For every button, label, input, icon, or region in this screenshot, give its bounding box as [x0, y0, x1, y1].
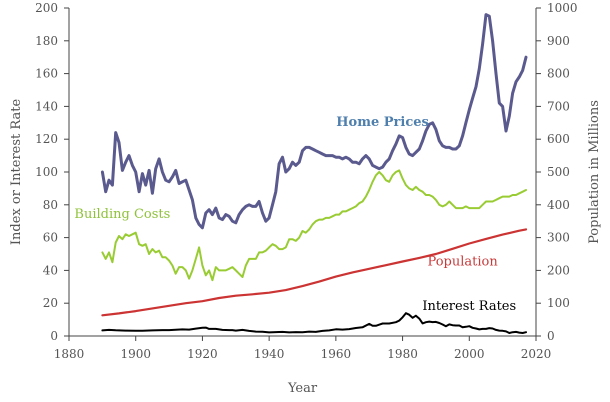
y-right-tick-label: 800 — [547, 67, 570, 81]
y-right-tick-label: 300 — [547, 231, 570, 245]
y-left-tick-label: 20 — [43, 296, 58, 310]
x-tick-label: 1960 — [321, 347, 352, 361]
y-left-tick-label: 60 — [43, 231, 58, 245]
y-left-tick-label: 140 — [35, 99, 58, 113]
series-line-interest-rates — [101, 312, 527, 334]
series-line-building-costs — [101, 169, 527, 282]
x-tick-label: 1940 — [254, 347, 285, 361]
y-right-tick-label: 400 — [547, 198, 570, 212]
series-label-home-prices: Home Prices — [336, 115, 429, 130]
y-left-tick-label: 160 — [35, 67, 58, 81]
x-tick-label: 1900 — [120, 347, 151, 361]
y-axis-right-title: Population in Millions — [587, 100, 602, 244]
series-line-population — [101, 228, 528, 317]
y-left-tick-label: 40 — [43, 263, 58, 277]
y-right-tick-label: 600 — [547, 132, 570, 146]
series-label-population: Population — [427, 254, 498, 269]
y-right-tick-label: 1000 — [547, 1, 578, 15]
y-right-tick-label: 700 — [547, 99, 570, 113]
series-label-interest-rates: Interest Rates — [422, 299, 516, 314]
series-label-building-costs: Building Costs — [74, 207, 170, 222]
x-tick-label: 2000 — [454, 347, 485, 361]
x-tick-label: 1880 — [54, 347, 85, 361]
y-left-tick-label: 200 — [35, 1, 58, 15]
y-right-tick-label: 200 — [547, 263, 570, 277]
y-right-tick-label: 500 — [547, 165, 570, 179]
y-left-tick-label: 0 — [50, 329, 58, 343]
y-axis-left-title: Index or Interest Rate — [9, 99, 24, 246]
ticks-group: 1880 1900 1920 1940 1960 1980 2000 202002040608… — [35, 1, 577, 361]
x-tick-label: 1920 — [187, 347, 218, 361]
y-left-tick-label: 120 — [35, 132, 58, 146]
y-left-tick-label: 180 — [35, 34, 58, 48]
series-line-home-prices — [100, 13, 528, 230]
x-tick-label: 1980 — [387, 347, 418, 361]
annotations-group: Home Prices Building Costs Population Inter… — [74, 115, 516, 314]
y-left-tick-label: 80 — [43, 198, 58, 212]
y-left-tick-label: 100 — [35, 165, 58, 179]
y-right-tick-label: 900 — [547, 34, 570, 48]
series-lines — [100, 13, 528, 334]
x-tick-label: 2020 — [521, 347, 552, 361]
y-right-tick-label: 100 — [547, 296, 570, 310]
x-axis-title: Year — [287, 381, 318, 396]
y-right-tick-label: 0 — [547, 329, 555, 343]
